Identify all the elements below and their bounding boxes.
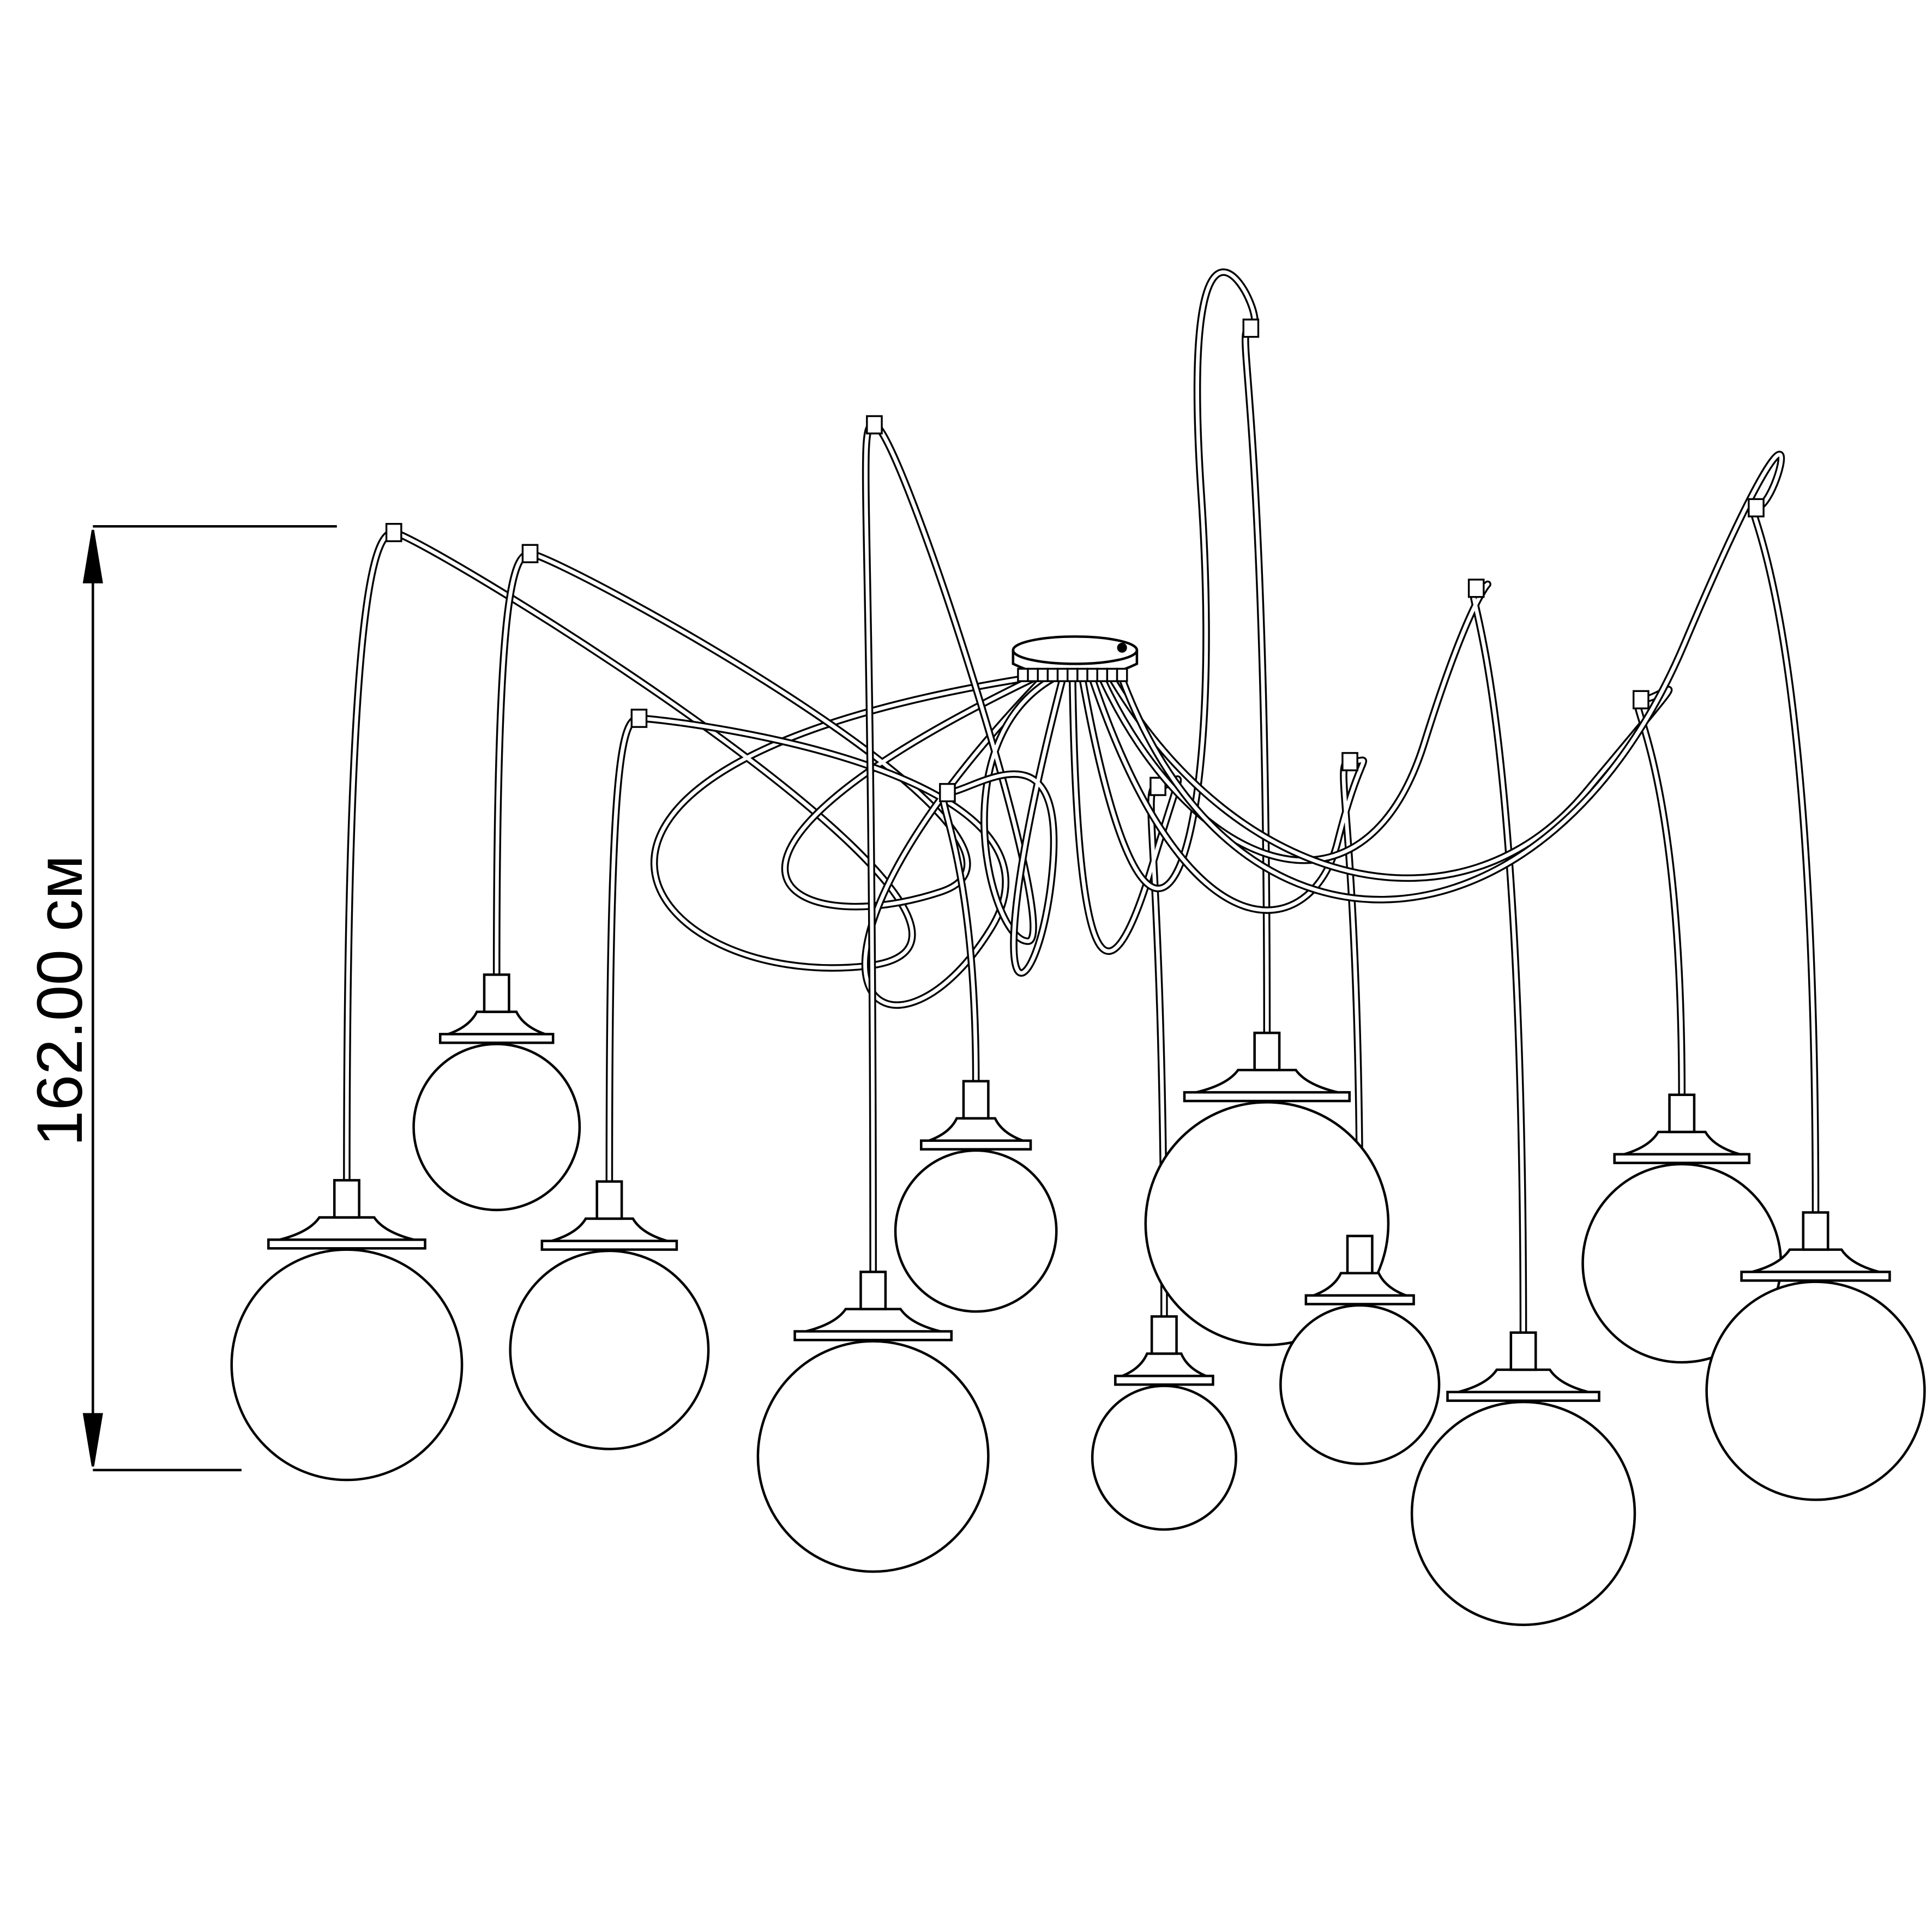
pendant-lamp (412, 973, 581, 1212)
cap-rim (1183, 1091, 1351, 1103)
cord-hook-icon (1748, 498, 1765, 517)
lamp-cap (1614, 1130, 1750, 1158)
lamp-socket (1509, 1331, 1537, 1371)
cap-rim (1304, 1294, 1415, 1305)
lamp-socket (333, 1179, 360, 1219)
lamp-cap (1741, 1248, 1890, 1276)
cap-rim (1114, 1374, 1214, 1386)
cord-inner (1110, 677, 1684, 1095)
cap-rim (1740, 1271, 1891, 1282)
cord-hook-icon (866, 415, 883, 435)
canopy-screw (1117, 642, 1127, 653)
pendant-lamp (756, 1271, 990, 1573)
cap-rim (540, 1239, 678, 1251)
glass-globe (412, 1043, 581, 1212)
cord-connector (1046, 667, 1059, 682)
cord-connector (1096, 667, 1109, 682)
lamp-socket (1253, 1031, 1281, 1072)
height-dimension (82, 525, 337, 1472)
cord-connector (1037, 667, 1049, 682)
lamp-cap (1184, 1069, 1350, 1096)
lamp-socket (1346, 1235, 1374, 1275)
canopy-connectors (1017, 667, 1128, 682)
lamp-cap (541, 1217, 677, 1245)
lamp-cap (795, 1308, 952, 1335)
cords (343, 268, 1820, 1333)
cord-inner (607, 677, 1044, 1182)
lamp-socket (1802, 1211, 1829, 1251)
glass-globe (1091, 1385, 1237, 1531)
cap-rim (1446, 1391, 1600, 1402)
lamp-socket (1668, 1093, 1696, 1134)
glass-globe (509, 1249, 710, 1450)
arrow-down-icon (82, 1413, 103, 1467)
cord-connector (1027, 667, 1039, 682)
cord-connector (1056, 667, 1069, 682)
pendant-lamp (1705, 1211, 1926, 1501)
height-label: 162.00 см (24, 855, 96, 1146)
pendant-lamp (230, 1179, 464, 1482)
lamp-cap (1305, 1272, 1415, 1299)
cord-inner (495, 551, 1034, 975)
lamp-cap (268, 1216, 425, 1244)
lamp-cap (1115, 1352, 1214, 1380)
cord-hook-icon (385, 522, 402, 543)
cap-rim (1613, 1153, 1751, 1164)
cord-hook-icon (939, 783, 956, 803)
cord-connector (1086, 667, 1098, 682)
lamp-socket (483, 973, 510, 1013)
cord-inner (1120, 453, 1817, 1213)
glass-globe (756, 1340, 990, 1573)
pendant-lamp (1144, 1031, 1390, 1346)
lamp-cap (920, 1117, 1031, 1145)
glass-globe (1705, 1280, 1926, 1501)
cord (1109, 677, 1686, 1095)
lamp-socket (595, 1180, 623, 1220)
lamp-socket (962, 1080, 990, 1120)
pendant-lamp (509, 1180, 710, 1450)
cap-rim (267, 1238, 426, 1250)
pendants (230, 973, 1926, 1627)
glass-globe (230, 1248, 464, 1482)
cord-hook-icon (630, 708, 648, 728)
cord-hook-icon (1467, 579, 1485, 598)
cord-inner (864, 423, 1054, 1272)
pendant-lamp (1410, 1331, 1636, 1627)
pendant-lamp (1091, 1315, 1237, 1531)
pendant-lamp (894, 1080, 1058, 1313)
cord-inner (1100, 582, 1525, 1333)
cord-connector (1067, 667, 1079, 682)
cord-hook-icon (1632, 690, 1650, 709)
arrow-up-icon (82, 529, 103, 583)
cord-inner (345, 531, 1024, 1181)
glass-globe (894, 1149, 1058, 1313)
cap-rim (920, 1139, 1032, 1151)
cord-hook-icon (1341, 752, 1358, 772)
lamp-socket (859, 1271, 887, 1310)
cord-connector (1116, 667, 1128, 682)
cord-hook-icon (1242, 318, 1260, 338)
glass-globe (1410, 1400, 1636, 1627)
cord-connector (1017, 667, 1029, 682)
cap-rim (793, 1330, 953, 1341)
lamp-cap (440, 1010, 553, 1038)
cord-hook-icon (521, 544, 539, 563)
glass-globe (1279, 1304, 1441, 1465)
pendant-lamp (1279, 1235, 1441, 1465)
cord-connector (1076, 667, 1088, 682)
cord-inner (1080, 270, 1269, 1033)
lamp-socket (1150, 1315, 1178, 1355)
cap-rim (438, 1033, 555, 1044)
cord-inner (941, 678, 1064, 1081)
lamp-cap (1447, 1368, 1599, 1396)
cord-connector (1106, 667, 1118, 682)
